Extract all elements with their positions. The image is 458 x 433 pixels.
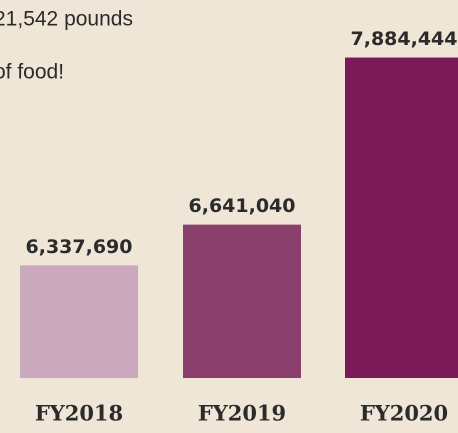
bar: [345, 57, 458, 378]
value-label: 6,337,690: [26, 236, 133, 258]
x-tick-label: FY2020: [360, 401, 448, 426]
x-tick-label: FY2019: [198, 401, 286, 426]
bar: [183, 224, 301, 378]
annotation: of food!: [0, 61, 64, 84]
x-tick-label: FY2018: [35, 401, 123, 426]
bar: [20, 265, 138, 378]
annotation: 21,542 pounds: [0, 8, 133, 31]
value-label: 6,641,040: [189, 195, 296, 217]
value-label: 7,884,444: [351, 28, 458, 50]
